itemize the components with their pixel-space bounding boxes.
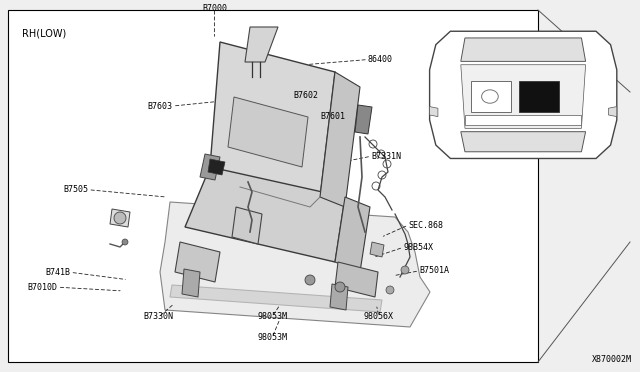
Text: 86400: 86400 <box>368 55 393 64</box>
Circle shape <box>305 275 315 285</box>
Text: B7330N: B7330N <box>144 312 173 321</box>
Circle shape <box>114 212 126 224</box>
Text: B7601: B7601 <box>320 112 345 121</box>
Circle shape <box>122 239 128 245</box>
Polygon shape <box>429 106 438 117</box>
Text: B7331N: B7331N <box>371 152 401 161</box>
Text: 98B54X: 98B54X <box>403 243 433 252</box>
Text: RH(LOW): RH(LOW) <box>22 29 67 39</box>
Polygon shape <box>471 81 511 112</box>
Polygon shape <box>335 197 370 272</box>
Polygon shape <box>200 154 220 180</box>
Polygon shape <box>320 72 360 207</box>
Polygon shape <box>461 65 586 128</box>
Polygon shape <box>429 31 617 158</box>
Text: X870002M: X870002M <box>592 355 632 364</box>
Text: 98053M: 98053M <box>257 312 287 321</box>
Circle shape <box>401 266 409 274</box>
Polygon shape <box>208 159 225 175</box>
Text: B741B: B741B <box>45 268 70 277</box>
Polygon shape <box>609 106 617 117</box>
Text: SEC.868: SEC.868 <box>408 221 444 230</box>
Polygon shape <box>519 81 559 112</box>
Text: B7603: B7603 <box>148 102 173 110</box>
Polygon shape <box>210 42 335 197</box>
Polygon shape <box>228 97 308 167</box>
Polygon shape <box>465 115 582 125</box>
Polygon shape <box>370 242 384 257</box>
Text: B7505: B7505 <box>63 185 88 194</box>
Polygon shape <box>170 285 382 312</box>
Polygon shape <box>330 284 348 310</box>
Polygon shape <box>245 27 278 62</box>
Text: B7010D: B7010D <box>28 283 58 292</box>
Text: B7602: B7602 <box>293 92 318 100</box>
Text: 98056X: 98056X <box>364 312 394 321</box>
Polygon shape <box>110 209 130 227</box>
Polygon shape <box>182 269 200 297</box>
Polygon shape <box>335 262 378 297</box>
Polygon shape <box>175 242 220 282</box>
Polygon shape <box>232 207 262 244</box>
Circle shape <box>386 286 394 294</box>
Polygon shape <box>461 132 586 152</box>
Polygon shape <box>185 167 345 262</box>
Polygon shape <box>160 202 430 327</box>
Bar <box>8 10 538 362</box>
Circle shape <box>335 282 345 292</box>
Text: B7501A: B7501A <box>419 266 449 275</box>
Polygon shape <box>355 105 372 134</box>
Polygon shape <box>461 38 586 61</box>
Text: 98053M: 98053M <box>257 333 287 342</box>
Text: B7000: B7000 <box>202 4 227 13</box>
